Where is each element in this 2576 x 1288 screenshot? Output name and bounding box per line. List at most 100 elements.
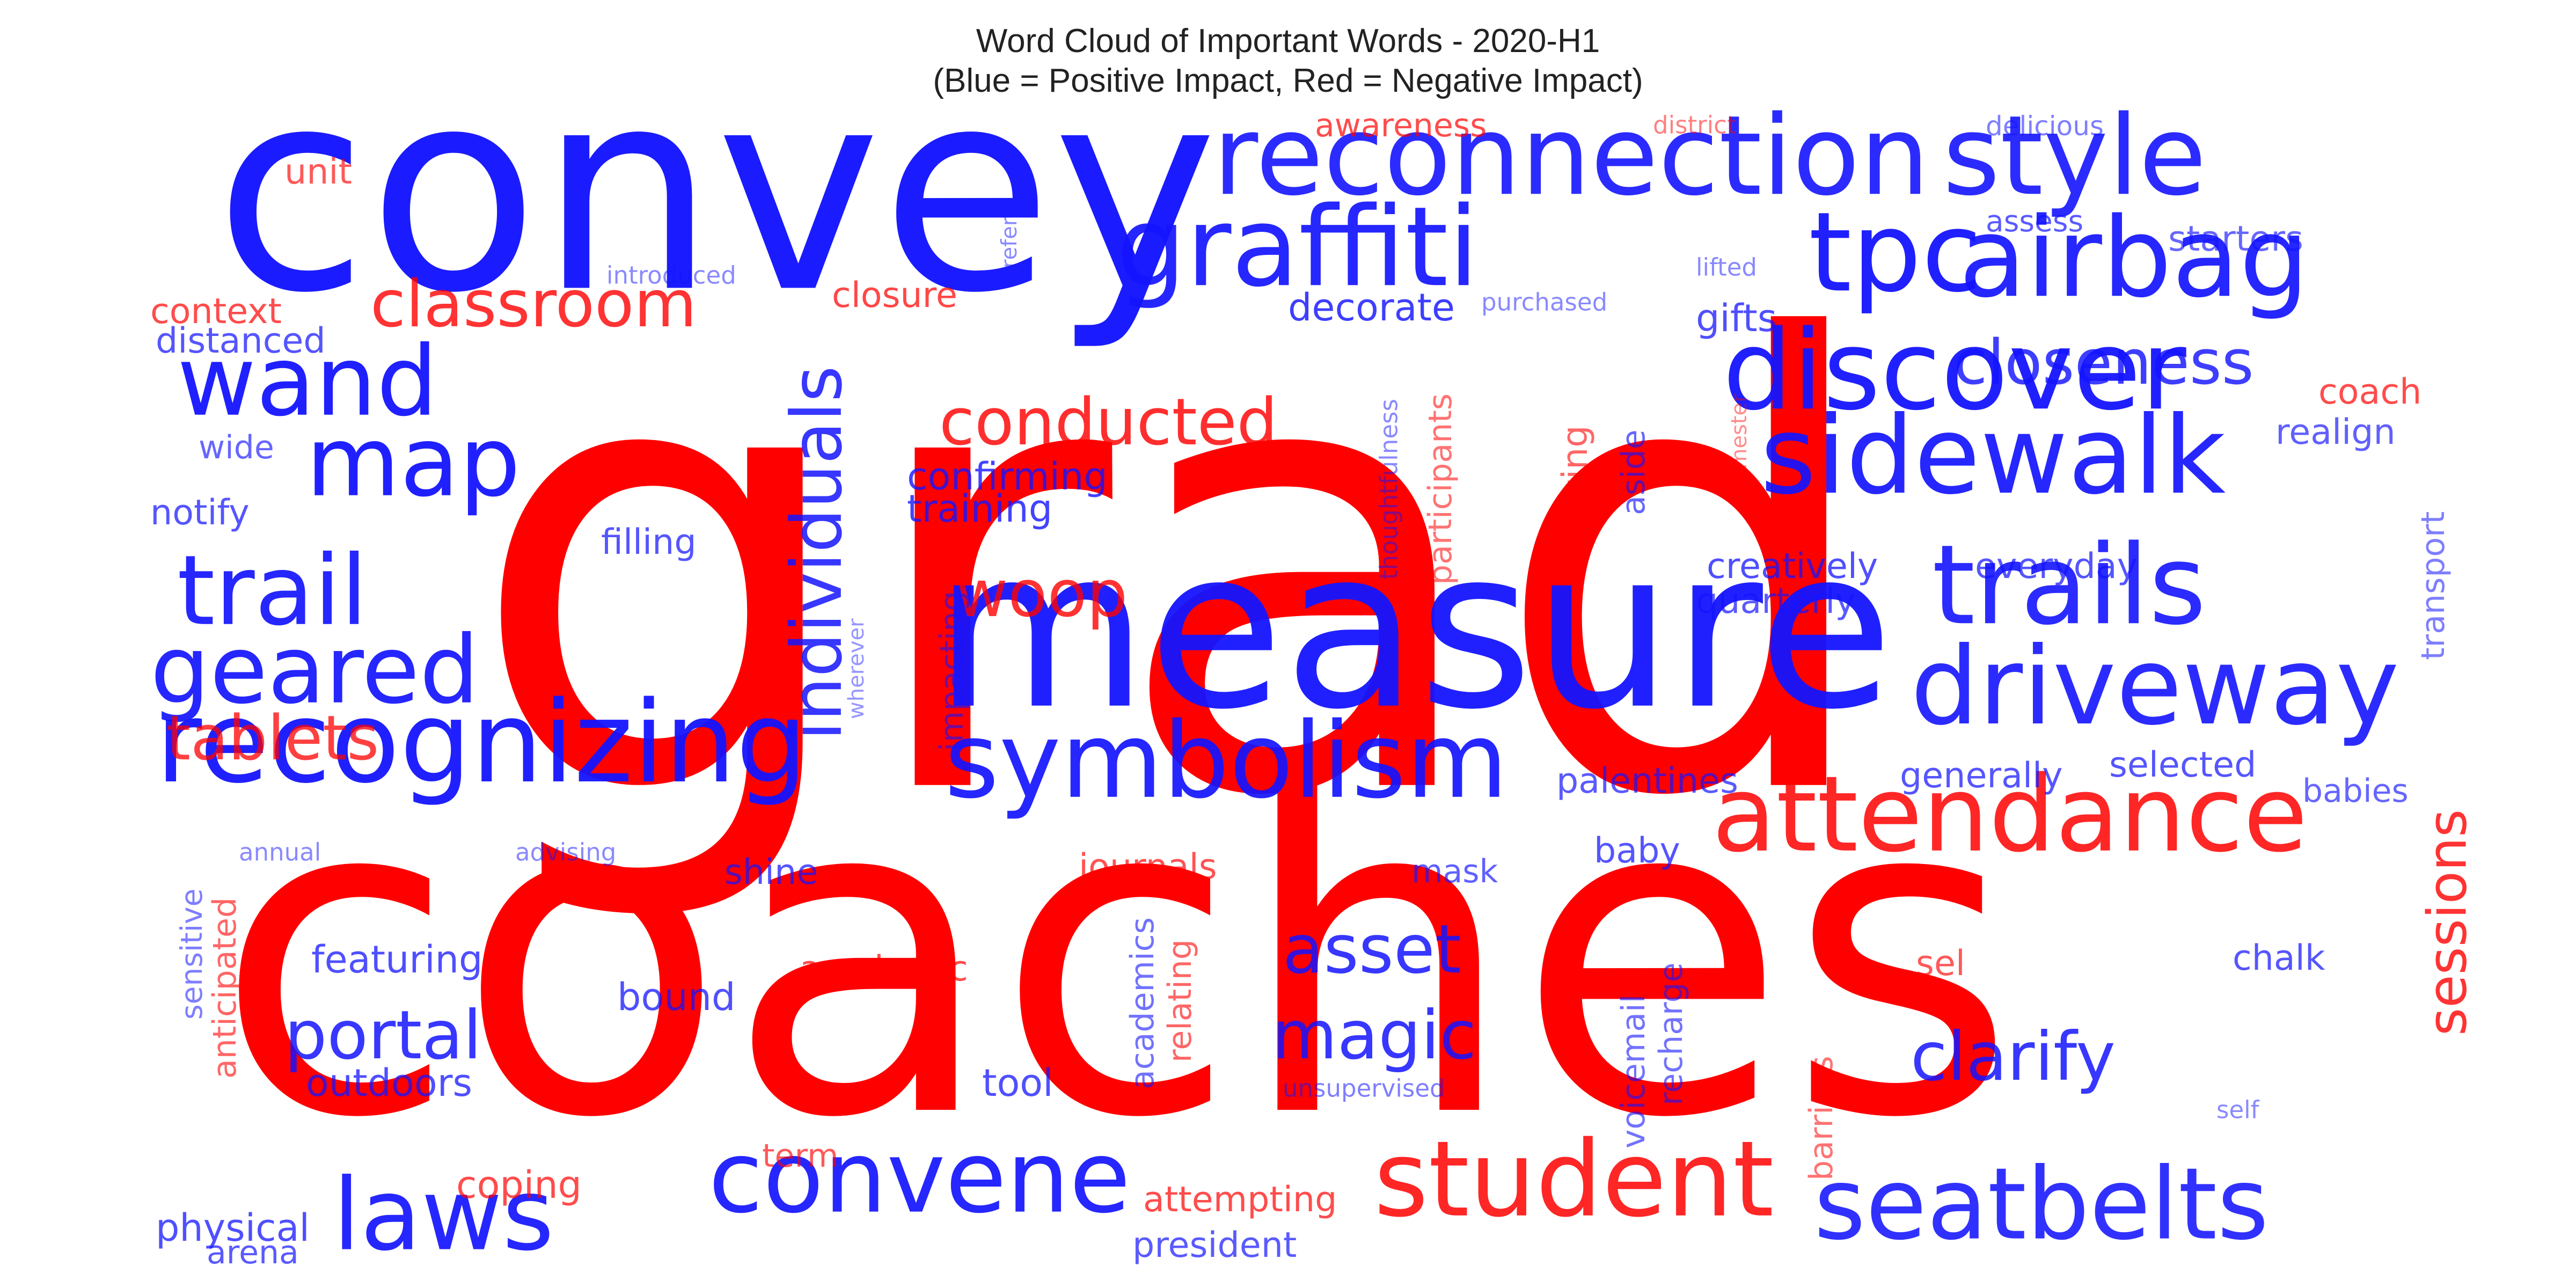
word-portal: portal bbox=[284, 997, 482, 1074]
word-barriers: barriers bbox=[1803, 1056, 1840, 1181]
word-laws: laws bbox=[333, 1157, 554, 1273]
word-annual: annual bbox=[239, 838, 321, 867]
word-closure: closure bbox=[832, 275, 957, 316]
word-symbolism: symbolism bbox=[945, 700, 1508, 822]
word-semester: semester bbox=[1727, 393, 1752, 494]
word-tpc: tpc bbox=[1809, 189, 1982, 317]
word-graffiti: graffiti bbox=[1116, 184, 1479, 311]
word-tablets: tablets bbox=[166, 702, 379, 774]
word-wand: wand bbox=[177, 326, 438, 438]
chart-title: Word Cloud of Important Words - 2020-H1 bbox=[976, 23, 1600, 60]
word-shine: shine bbox=[724, 852, 818, 892]
word-geared: geared bbox=[150, 616, 479, 725]
word-bound: bound bbox=[617, 975, 735, 1019]
word-relating: relating bbox=[1161, 939, 1199, 1063]
word-everyday: everyday bbox=[1975, 546, 2138, 587]
word-seatbelts: seatbelts bbox=[1814, 1146, 2269, 1262]
word-convey: convey bbox=[215, 28, 1218, 354]
word-magic: magic bbox=[1272, 997, 1476, 1074]
word-chalk: chalk bbox=[2233, 938, 2325, 978]
word-filling: filling bbox=[601, 522, 697, 562]
word-lifted: lifted bbox=[1696, 253, 1757, 282]
word-attendance: attendance bbox=[1712, 753, 2308, 875]
word-starters: starters bbox=[2168, 219, 2303, 259]
word-academics: academics bbox=[1124, 917, 1161, 1089]
word-driveway: driveway bbox=[1911, 624, 2399, 749]
word-academic: academic bbox=[800, 949, 968, 989]
word-voicemail: voicemail bbox=[1615, 994, 1652, 1148]
word-anticipated: anticipated bbox=[206, 897, 244, 1079]
word-term: term bbox=[762, 1137, 839, 1175]
word-context: context bbox=[150, 291, 282, 332]
word-baby: baby bbox=[1594, 831, 1680, 871]
word-creatively: creatively bbox=[1707, 546, 1878, 587]
word-assess: assess bbox=[1986, 204, 2083, 238]
word-conducted: conducted bbox=[939, 385, 1278, 460]
word-district: district bbox=[1653, 111, 1737, 140]
word-distanced: distanced bbox=[156, 321, 326, 361]
word-transport: transport bbox=[2414, 511, 2452, 660]
word-purchased: purchased bbox=[1481, 288, 1607, 317]
word-participants: participants bbox=[1422, 393, 1459, 585]
word-bullying: bullying bbox=[1555, 425, 1596, 564]
word-introduced: introduced bbox=[606, 261, 736, 290]
word-quarterly: quarterly bbox=[1696, 581, 1856, 621]
word-tool: tool bbox=[982, 1061, 1053, 1105]
word-coaches: coaches bbox=[215, 702, 2016, 1214]
word-palentines: palentines bbox=[1556, 761, 1738, 801]
word-clarify: clarify bbox=[1911, 1018, 2116, 1096]
word-aside: aside bbox=[1615, 429, 1652, 515]
word-asset: asset bbox=[1283, 911, 1461, 989]
word-notify: notify bbox=[150, 493, 250, 533]
word-recognizing: recognizing bbox=[156, 677, 808, 808]
word-babies: babies bbox=[2302, 772, 2409, 810]
word-woop: woop bbox=[955, 557, 1128, 632]
word-sel: sel bbox=[1916, 943, 1965, 984]
word-generally: generally bbox=[1900, 756, 2063, 796]
word-classroom: classroom bbox=[370, 267, 697, 342]
word-sensitive: sensitive bbox=[174, 888, 209, 1020]
word-convene: convene bbox=[708, 1119, 1131, 1235]
word-individuals: individuals bbox=[776, 365, 858, 741]
word-trails: trails bbox=[1932, 522, 2206, 649]
word-style: style bbox=[1943, 92, 2207, 220]
word-airbag: airbag bbox=[1959, 194, 2309, 322]
chart-title-block: Word Cloud of Important Words - 2020-H1 … bbox=[0, 21, 2576, 101]
word-journals: journals bbox=[1078, 847, 1217, 887]
word-coach: coach bbox=[2318, 372, 2421, 412]
word-map: map bbox=[306, 406, 521, 518]
word-closeness: closeness bbox=[1953, 327, 2254, 399]
word-thoughtfulness: thoughtfulness bbox=[1375, 399, 1403, 580]
word-decorate: decorate bbox=[1288, 286, 1455, 330]
word-impacting: impacting bbox=[933, 591, 971, 751]
word-sidewalk: sidewalk bbox=[1760, 393, 2226, 518]
word-trail: trail bbox=[177, 535, 368, 647]
chart-subtitle: (Blue = Positive Impact, Red = Negative … bbox=[933, 62, 1643, 99]
word-recharge: recharge bbox=[1652, 962, 1690, 1106]
word-featuring: featuring bbox=[311, 938, 482, 982]
word-reconnection: reconnection bbox=[1213, 92, 1929, 220]
word-mask: mask bbox=[1411, 853, 1498, 890]
word-coping: coping bbox=[456, 1163, 582, 1207]
word-self: self bbox=[2216, 1096, 2260, 1124]
word-delicious: delicious bbox=[1986, 111, 2104, 142]
word-physical: physical bbox=[156, 1206, 310, 1250]
word-student: student bbox=[1374, 1118, 1774, 1240]
word-wide: wide bbox=[199, 429, 274, 466]
word-advising: advising bbox=[515, 838, 616, 867]
word-grad: grad bbox=[467, 213, 1882, 931]
word-arena: arena bbox=[207, 1234, 299, 1271]
word-outdoors: outdoors bbox=[306, 1061, 472, 1105]
word-realign: realign bbox=[2275, 412, 2396, 452]
word-attempting: attempting bbox=[1143, 1180, 1337, 1220]
word-gifts: gifts bbox=[1696, 296, 1777, 340]
word-president: president bbox=[1132, 1225, 1297, 1265]
word-measure: measure bbox=[934, 501, 1893, 758]
word-sessions: sessions bbox=[2416, 809, 2478, 1036]
word-wherever: wherever bbox=[844, 618, 869, 719]
word-selected: selected bbox=[2109, 745, 2256, 785]
word-unit: unit bbox=[284, 152, 352, 192]
word-training: training bbox=[907, 487, 1052, 531]
word-awareness: awareness bbox=[1315, 107, 1487, 144]
